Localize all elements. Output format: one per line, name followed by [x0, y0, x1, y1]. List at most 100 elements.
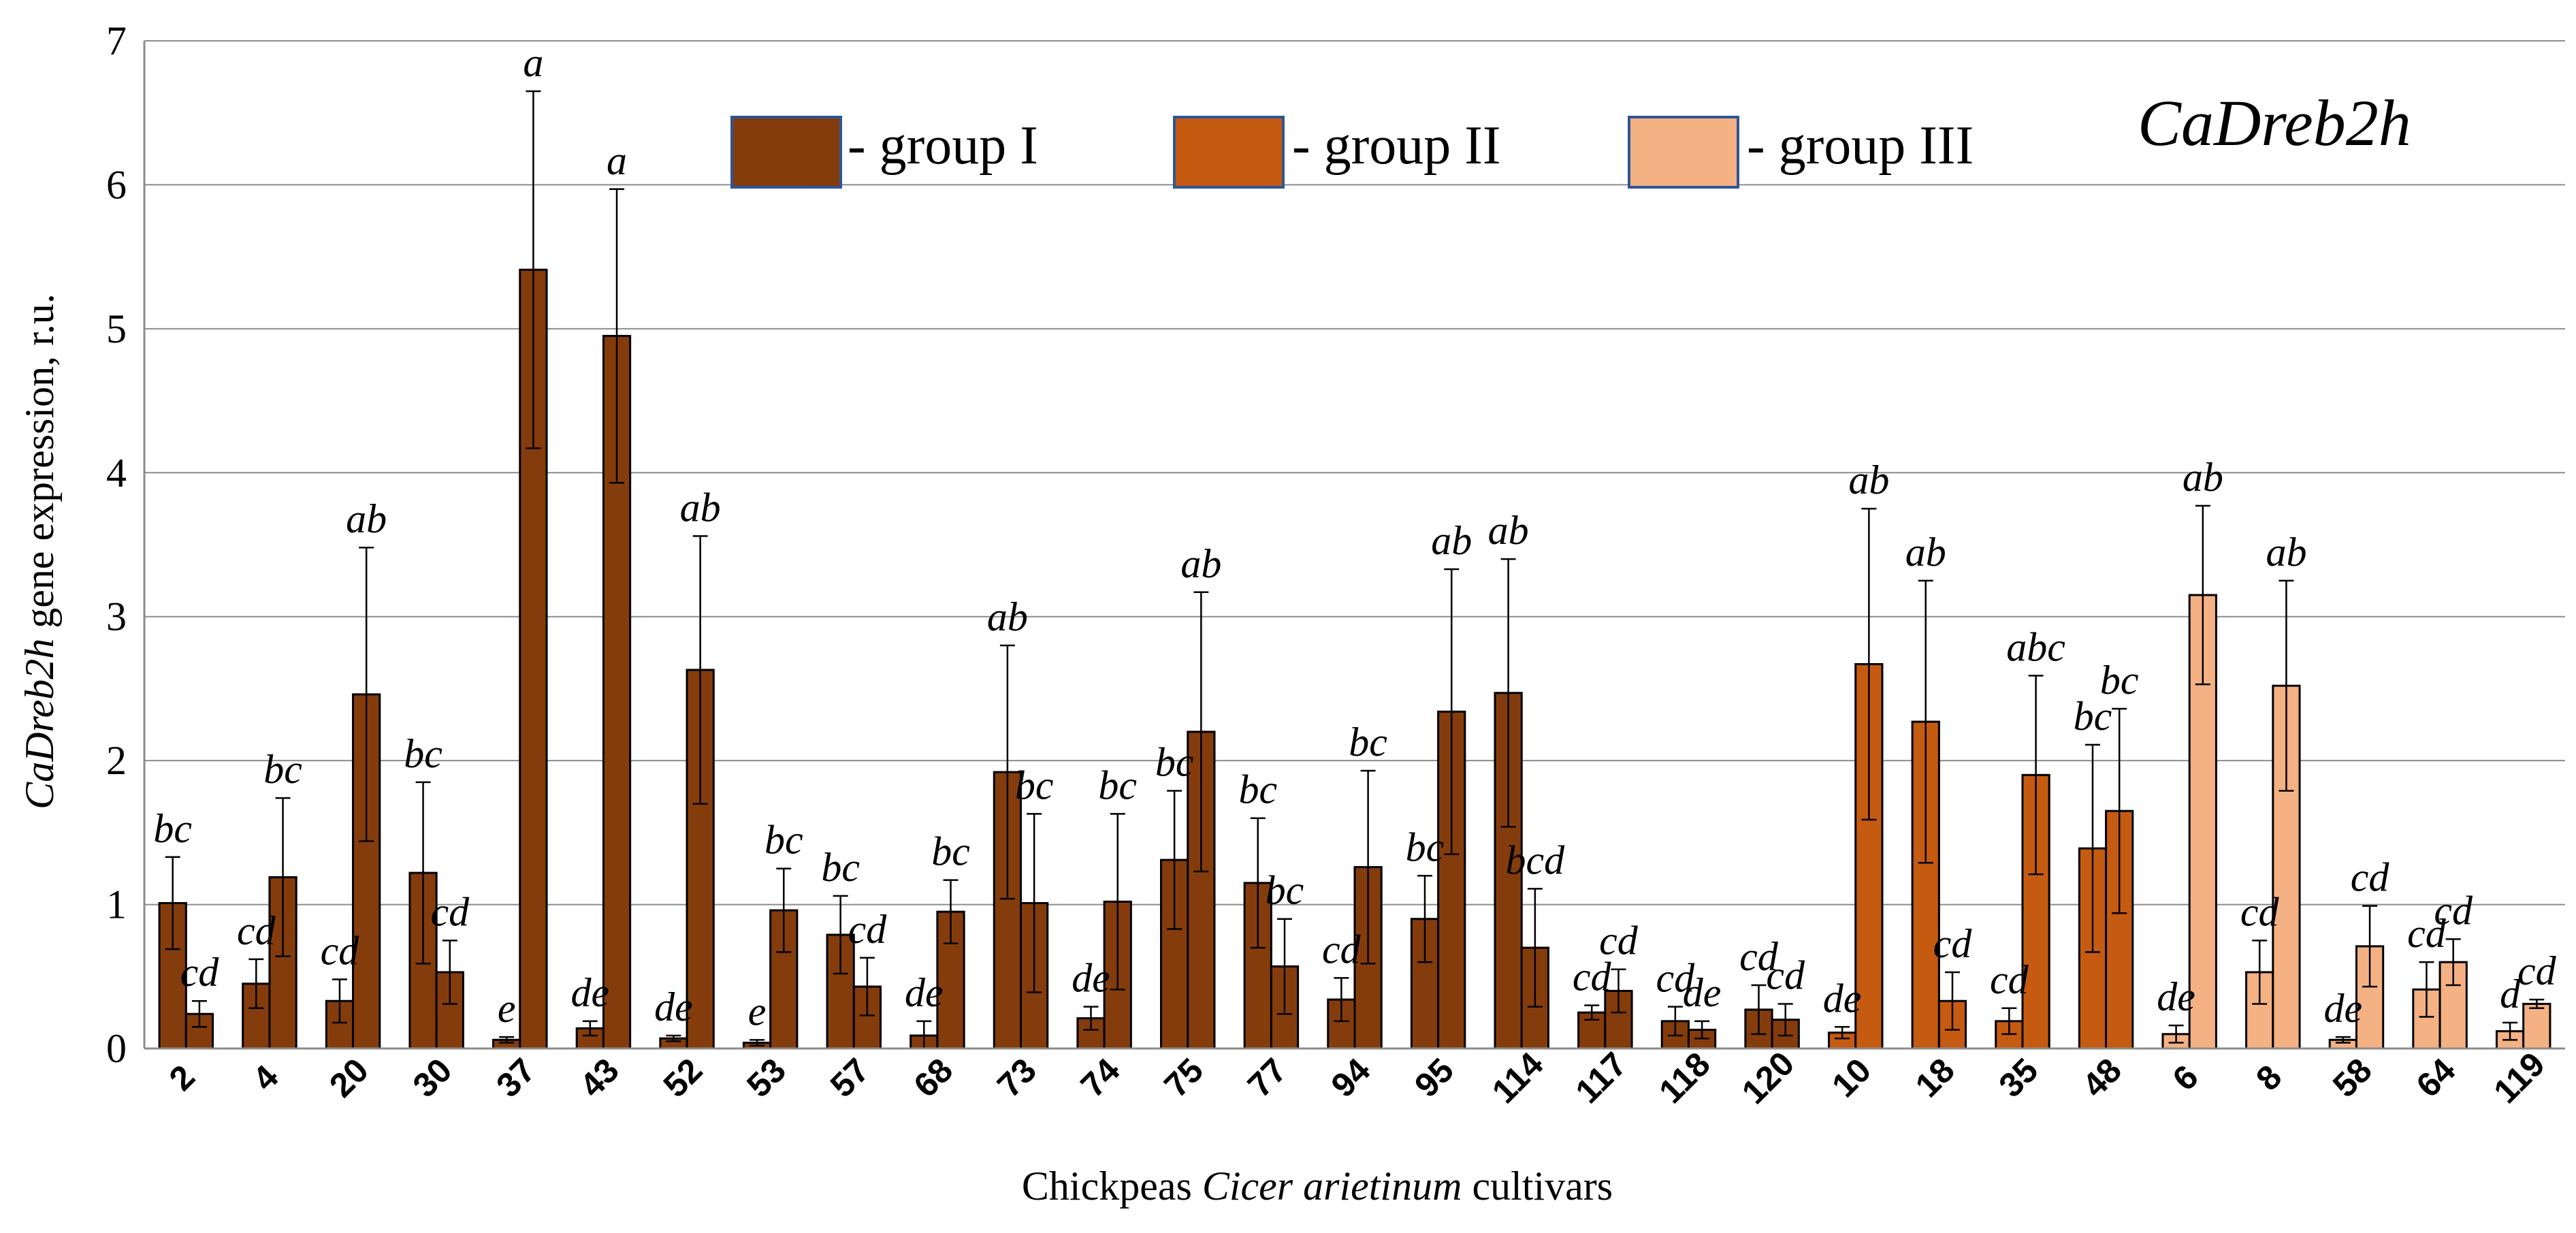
x-tick-label: 8	[2249, 1057, 2289, 1098]
significance-label: bc	[1406, 824, 1445, 869]
y-tick-label: 7	[106, 18, 127, 63]
significance-label: e	[498, 986, 516, 1031]
significance-label: ab	[2183, 455, 2223, 500]
legend-label-group-2: - group II	[1292, 116, 1501, 176]
significance-label: de	[654, 984, 693, 1029]
significance-label: bc	[1266, 868, 1304, 913]
significance-label: ab	[987, 594, 1028, 639]
significance-label: ab	[346, 496, 387, 541]
significance-label: abc	[2006, 624, 2065, 669]
significance-label: cd	[2434, 888, 2473, 933]
significance-label: cd	[1766, 952, 1805, 997]
significance-label: bc	[2100, 658, 2139, 703]
significance-label: de	[1683, 970, 1722, 1015]
x-tick-label: 58	[2325, 1051, 2379, 1105]
y-tick-label: 2	[106, 738, 127, 783]
significance-label: bc	[1238, 767, 1277, 812]
significance-label: ab	[680, 485, 721, 530]
x-tick-label: 114	[1485, 1045, 1551, 1111]
significance-label: de	[570, 970, 609, 1015]
y-axis-title: CaDreb2h gene expression, r.u.	[17, 293, 62, 810]
significance-label: a	[607, 138, 627, 183]
x-tick-label: 94	[1324, 1051, 1378, 1104]
significance-label: de	[1072, 956, 1110, 1001]
error-bars	[165, 90, 2545, 1050]
significance-labels: bccdcdbccdabbccdeadeadeabebcbccddebcabbc…	[153, 40, 2556, 1034]
significance-label: cd	[321, 929, 360, 974]
legend-swatch-group-1	[730, 116, 842, 189]
y-tick-label: 6	[106, 162, 127, 207]
axes	[143, 41, 2565, 1050]
significance-label: cd	[1990, 957, 2029, 1002]
x-tick-label: 77	[1240, 1051, 1294, 1105]
significance-label: ab	[2266, 530, 2306, 575]
significance-label: cd	[430, 889, 470, 934]
significance-label: de	[2324, 986, 2363, 1031]
x-tick-label: 35	[1991, 1051, 2045, 1105]
x-tick-label: 119	[2486, 1045, 2552, 1111]
significance-label: bc	[1349, 720, 1387, 765]
x-tick-label: 95	[1407, 1051, 1461, 1105]
y-tick-label: 4	[106, 450, 127, 495]
x-tick-label: 73	[990, 1051, 1044, 1105]
significance-label: cd	[2407, 911, 2447, 956]
x-tick-label: 75	[1157, 1051, 1210, 1105]
significance-label: cd	[1656, 956, 1696, 1001]
y-tick-labels: 0 1 2 3 4 5 6 7	[106, 18, 127, 1071]
x-tick-label: 52	[656, 1051, 710, 1105]
x-tick-labels: 2 4 20 30 37 43 52 53 57 68 73 74 75 77 94 95 114 117 118 1…	[162, 1044, 2552, 1112]
y-tick-label: 0	[106, 1026, 127, 1071]
x-tick-label: 20	[322, 1051, 376, 1105]
significance-label: bc	[153, 806, 192, 851]
significance-label: cd	[2517, 948, 2557, 993]
significance-label: cd	[1599, 918, 1639, 963]
x-tick-label: 74	[1074, 1051, 1127, 1104]
significance-label: bc	[764, 818, 803, 863]
x-tick-label: 68	[906, 1051, 960, 1105]
significance-label: cd	[1322, 927, 1362, 972]
chart-title: CaDreb2h	[2138, 86, 2411, 159]
x-tick-label: 2	[162, 1057, 202, 1098]
significance-label: de	[1823, 976, 1862, 1021]
significance-label: cd	[2240, 889, 2280, 934]
x-tick-label: 4	[245, 1057, 285, 1098]
significance-label: cd	[1933, 921, 1973, 966]
legend-label-group-3: - group III	[1747, 116, 1974, 176]
significance-label: de	[905, 970, 944, 1015]
significance-label: a	[523, 40, 543, 85]
significance-label: bc	[404, 731, 442, 776]
x-tick-label: 30	[406, 1051, 460, 1105]
significance-label: bc	[1098, 763, 1137, 807]
x-tick-label: 64	[2409, 1051, 2463, 1104]
significance-label: cd	[180, 950, 220, 995]
significance-label: ab	[1848, 458, 1889, 502]
x-tick-label: 37	[489, 1051, 543, 1105]
significance-label: ab	[1488, 508, 1529, 553]
significance-label: ab	[1431, 518, 1472, 563]
significance-label: ab	[1180, 541, 1221, 586]
x-tick-label: 18	[1908, 1051, 1962, 1105]
x-tick-label: 48	[2075, 1051, 2129, 1105]
legend-swatch-group-2	[1173, 116, 1285, 189]
x-tick-label: 117	[1568, 1045, 1635, 1111]
x-axis-title: Chickpeas Cicer arietinum cultivars	[1022, 1164, 1613, 1208]
x-tick-label: 118	[1652, 1045, 1718, 1111]
significance-label: e	[748, 989, 767, 1034]
significance-label: cd	[1739, 934, 1779, 979]
y-tick-label: 3	[106, 594, 127, 639]
x-tick-label: 53	[739, 1051, 793, 1105]
significance-label: bc	[2074, 694, 2112, 739]
bar-119-2	[2522, 1002, 2551, 1050]
y-tick-label: 5	[106, 306, 127, 351]
significance-label: bc	[1015, 763, 1054, 807]
significance-label: cd	[848, 907, 888, 952]
x-tick-label: 57	[823, 1051, 877, 1105]
significance-label: de	[2157, 974, 2195, 1019]
significance-label: bc	[263, 747, 302, 792]
legend: - group I - group II - group III	[730, 116, 1974, 189]
significance-label: cd	[1573, 955, 1612, 999]
significance-label: bc	[931, 829, 970, 874]
y-tick-label: 1	[106, 882, 127, 927]
significance-label: bcd	[1506, 837, 1566, 882]
